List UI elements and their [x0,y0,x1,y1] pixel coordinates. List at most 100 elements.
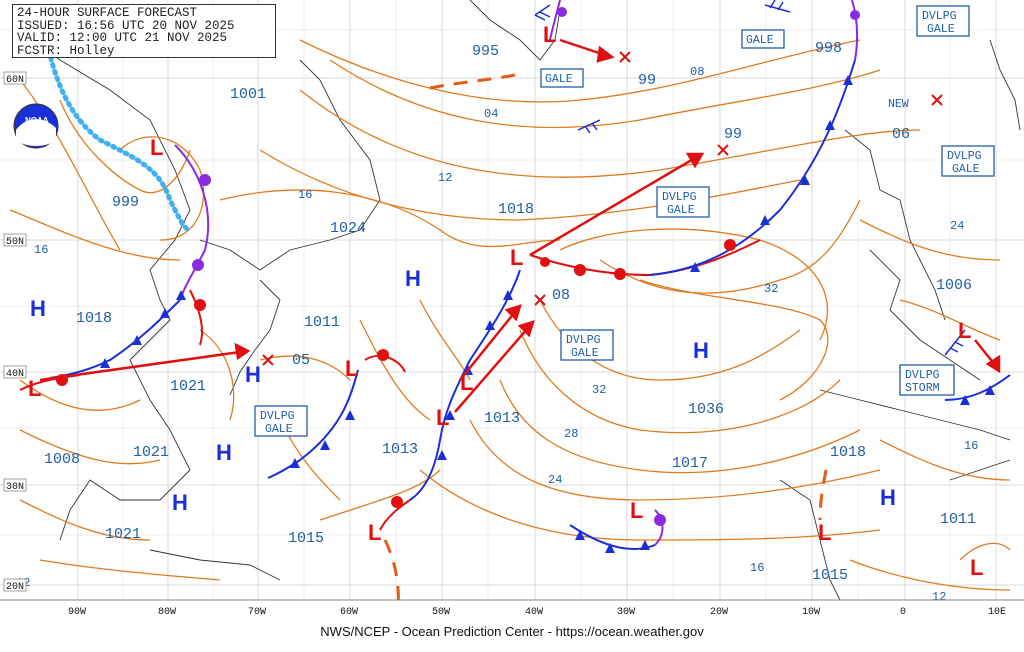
warnings [254,5,995,437]
developing-gale-warning: DVLPG [662,191,697,204]
motion-arrows [39,38,1001,413]
developing-storm-warning: DVLPG [905,369,940,382]
lat-label: 50N [6,237,24,248]
lon-label: 50W [432,607,450,618]
front-symbols [56,7,995,553]
lon-label: 70W [248,607,266,618]
pressure-label: 1015 [288,530,324,547]
pressure-label: 999 [112,194,139,211]
developing-storm-warning: STORM [905,382,940,395]
warning-text: GALE GALE DVLPG GALE DVLPG GALE DVLPG GA… [260,10,982,436]
isobar-label: 04 [484,107,498,121]
pressure-label: 998 [815,40,842,57]
pressure-labels: 995 99 998 1001 999 99 06 1018 1024 1018… [44,40,976,584]
coastlines [19,0,1021,601]
lon-label: 40W [525,607,543,618]
pressure-label: 1006 [936,277,972,294]
pressure-label: 1013 [484,410,520,427]
isobar-label: 16 [750,561,764,575]
low-symbol: L [958,318,971,343]
highs: H H H H H H H [30,266,896,515]
pressure-label: 1024 [330,220,366,237]
developing-gale-warning: DVLPG [922,10,957,23]
lat-label: 60N [6,75,24,86]
forecast-info-box: 24-HOUR SURFACE FORECAST ISSUED: 16:56 U… [12,4,276,58]
isobar-label: 16 [298,188,312,202]
isobar-label: 08 [690,65,704,79]
low-symbol: L [436,405,449,430]
pressure-label: 995 [472,43,499,60]
pressure-label: 1018 [498,201,534,218]
pressure-label: 1036 [688,401,724,418]
low-symbol: L [460,370,473,395]
lows: L L L L L L L L L L L L [28,22,983,580]
pressure-label: 1021 [133,444,169,461]
wind-barbs [534,0,966,356]
gale-warning: GALE [746,34,774,47]
low-symbol: L [368,520,381,545]
high-symbol: H [880,485,896,510]
valid-time: VALID: 12:00 UTC 21 NOV 2025 [17,31,228,45]
pressure-label: 1011 [304,314,340,331]
lon-label: 10E [988,607,1006,618]
lat-label: 30N [6,482,24,493]
high-symbol: H [405,266,421,291]
high-symbol: H [216,440,232,465]
high-symbol: H [245,362,261,387]
low-symbol: L [150,135,163,160]
pressure-label: 1021 [170,378,206,395]
lon-label: 60W [340,607,358,618]
developing-gale-warning: GALE [571,347,599,360]
lon-label: 10W [802,607,820,618]
isobar-label: 24 [950,219,964,233]
lat-label: 20N [6,582,24,593]
isobar-label: 32 [764,282,778,296]
pressure-label: 1018 [76,310,112,327]
pressure-label: 1021 [105,526,141,543]
pressure-label: 05 [292,352,310,369]
low-symbol: L [510,245,523,270]
high-symbol: H [172,490,188,515]
low-symbol: L [345,356,358,381]
isobars [9,39,1011,591]
forecaster: FCSTR: Holley [17,43,115,58]
lon-label: 80W [158,607,176,618]
pressure-label: 99 [638,72,656,89]
lon-label: 90W [68,607,86,618]
pressure-label: 1011 [940,511,976,528]
lon-label: 30W [617,607,635,618]
lon-label: 0 [900,607,906,618]
developing-gale-warning: DVLPG [947,150,982,163]
pressure-label: 1018 [830,444,866,461]
grid [0,0,1024,600]
forming-fronts [383,73,828,611]
pressure-label: 1013 [382,441,418,458]
footer-credit: NWS/NCEP - Ocean Prediction Center - htt… [320,624,704,639]
forecast-title: 24-HOUR SURFACE FORECAST [17,6,198,20]
lat-label: 40N [6,369,24,380]
high-symbol: H [693,338,709,363]
isobar-label: 16 [34,243,48,257]
low-symbol: L [28,376,41,401]
axis-bar: 90W 80W 70W 60W 50W 40W 30W 20W 10W 0 10… [0,71,1024,618]
new-label: NEW [888,98,909,111]
noaa-logo: NOAA [13,103,59,149]
developing-gale-warning: GALE [952,163,980,176]
x-marks [262,51,943,366]
svg-text:NOAA: NOAA [25,116,49,125]
pressure-label: 06 [892,126,910,143]
isobar-label: 24 [548,473,562,487]
gale-warning: GALE [545,73,573,86]
ice-edge [37,7,193,233]
pressure-label: 08 [552,287,570,304]
developing-gale-warning: DVLPG [566,334,601,347]
developing-gale-warning: GALE [927,23,955,36]
pressure-label: 99 [724,126,742,143]
developing-gale-warning: GALE [265,423,293,436]
isobar-label: 16 [964,439,978,453]
lon-label: 20W [710,607,728,618]
low-symbol: L [818,520,831,545]
pressure-label: 1008 [44,451,80,468]
developing-gale-warning: DVLPG [260,410,295,423]
